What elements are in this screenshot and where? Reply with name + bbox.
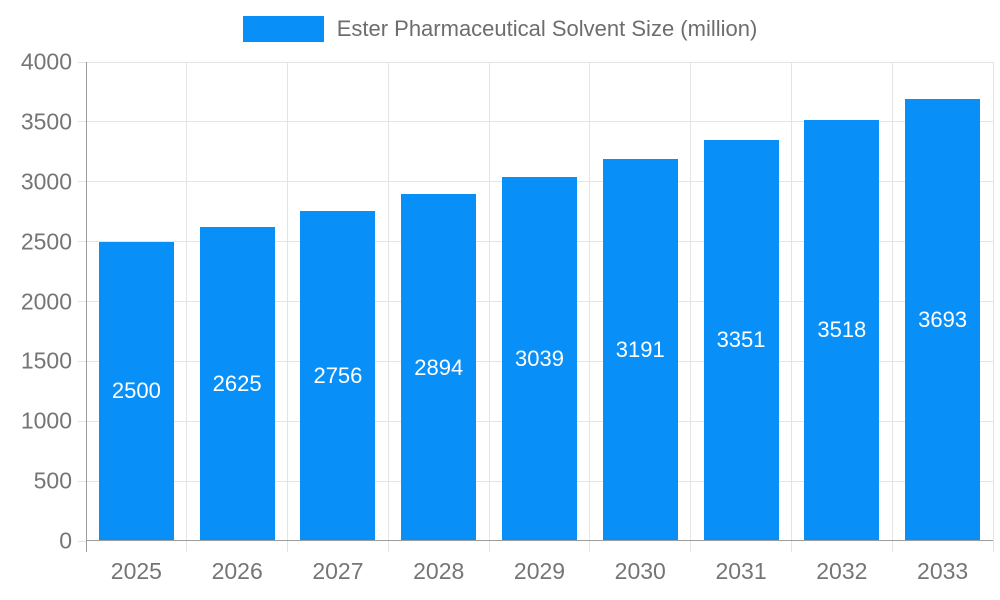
x-axis-tick <box>287 541 289 552</box>
y-axis-tick-label: 2000 <box>20 288 72 314</box>
bar[interactable] <box>401 194 477 541</box>
x-axis-tick-label: 2027 <box>312 558 364 584</box>
x-gridline <box>186 62 188 541</box>
y-gridline <box>86 121 993 123</box>
y-axis-tick-label: 3000 <box>20 168 72 195</box>
x-axis-tick-label: 2030 <box>614 558 666 584</box>
y-gridline <box>86 61 993 63</box>
x-gridline <box>790 62 792 541</box>
y-axis-tick <box>78 480 86 482</box>
x-axis-tick <box>992 541 994 552</box>
x-axis-tick <box>891 541 893 552</box>
x-axis-line <box>86 540 993 541</box>
x-gridline <box>488 62 490 541</box>
y-axis-tick <box>78 360 86 362</box>
bar[interactable] <box>300 210 376 541</box>
x-gridline <box>992 62 994 541</box>
y-axis-tick-label: 0 <box>59 527 72 554</box>
y-axis-line <box>86 62 87 552</box>
x-axis-tick-label: 2033 <box>917 558 969 584</box>
y-axis-tick-label: 2500 <box>20 228 72 255</box>
x-axis-tick <box>790 541 792 552</box>
x-axis-tick-label: 2025 <box>110 558 162 584</box>
x-axis-tick <box>690 541 692 552</box>
bar[interactable] <box>502 177 577 541</box>
y-axis-tick-label: 500 <box>33 467 72 494</box>
x-axis-tick-label: 2031 <box>715 558 767 584</box>
y-axis-tick <box>78 241 86 243</box>
bar[interactable] <box>98 241 174 541</box>
x-gridline <box>690 62 692 541</box>
y-axis-tick <box>78 61 86 63</box>
x-gridline <box>891 62 893 541</box>
legend-item[interactable]: Ester Pharmaceutical Solvent Size (milli… <box>0 16 1000 42</box>
y-axis-tick-label: 1500 <box>20 347 72 374</box>
bar[interactable] <box>602 158 678 541</box>
x-axis-tick-label: 2029 <box>513 558 566 584</box>
legend-label: Ester Pharmaceutical Solvent Size (milli… <box>336 16 758 41</box>
x-axis-tick <box>186 541 188 552</box>
y-axis-tick <box>78 181 86 183</box>
x-gridline <box>387 62 389 541</box>
y-axis-tick <box>78 121 86 123</box>
x-gridline <box>287 62 289 541</box>
y-axis-tick <box>78 540 86 542</box>
y-axis-tick-label: 4000 <box>20 48 72 75</box>
legend-swatch-icon <box>242 16 324 42</box>
bar[interactable] <box>199 226 275 541</box>
bar[interactable] <box>804 119 880 541</box>
y-axis-tick-label: 1000 <box>20 407 72 434</box>
bar[interactable] <box>905 98 981 541</box>
x-axis-tick-label: 2026 <box>211 558 263 584</box>
bar[interactable] <box>703 139 779 541</box>
x-axis-tick <box>589 541 591 552</box>
x-axis-tick <box>488 541 490 552</box>
x-axis-tick-label: 2028 <box>413 558 465 584</box>
y-axis-tick <box>78 301 86 302</box>
plot-area: 2500 2625 2756 2894 3039 3191 3351 3518 3693 0 50… <box>21 49 994 584</box>
y-axis-tick <box>78 420 86 422</box>
x-gridline <box>589 62 591 541</box>
x-axis-tick <box>387 541 389 552</box>
y-axis-tick-label: 3500 <box>20 108 72 135</box>
x-axis-tick-label: 2032 <box>816 558 868 584</box>
